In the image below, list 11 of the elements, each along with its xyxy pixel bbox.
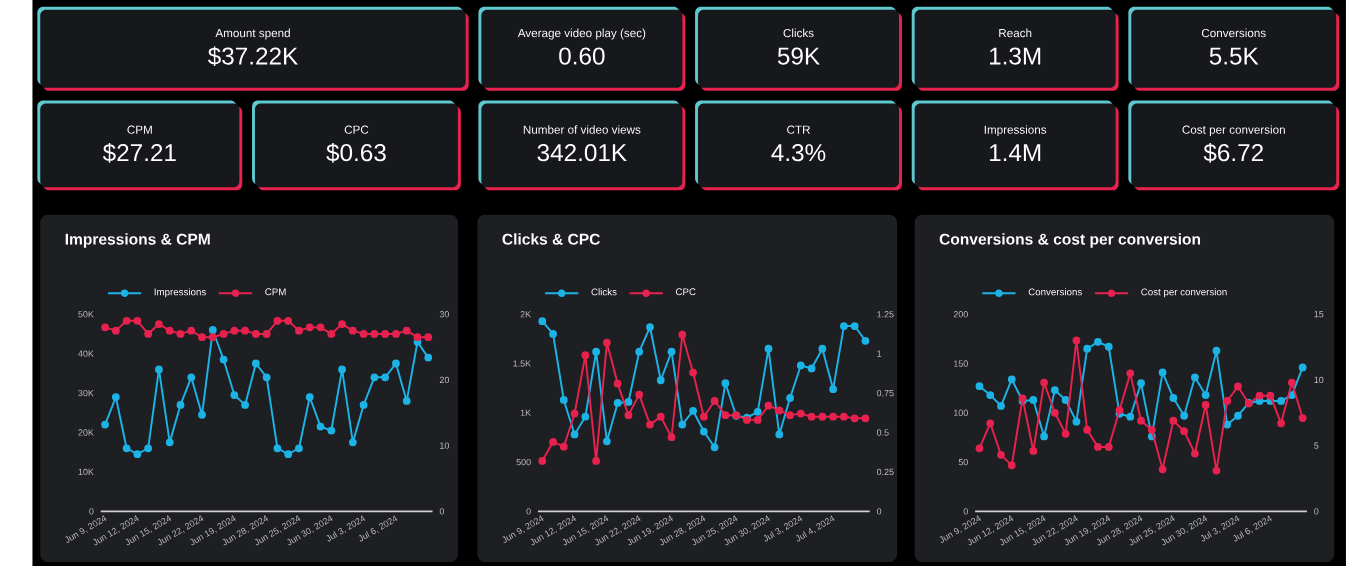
text: 59K bbox=[777, 47, 820, 65]
text: 0.60 bbox=[559, 47, 605, 65]
text: $37.22K bbox=[208, 46, 298, 67]
text: 1.4M bbox=[990, 144, 1041, 162]
text: $0.63 bbox=[326, 143, 386, 163]
text: 4.3% bbox=[771, 144, 826, 162]
text: 342.01K bbox=[537, 144, 627, 162]
text: 5.5K bbox=[1209, 47, 1259, 65]
text: $27.21 bbox=[102, 143, 176, 163]
text: $6.72 bbox=[1203, 143, 1263, 163]
text: 1.3M bbox=[990, 47, 1041, 65]
